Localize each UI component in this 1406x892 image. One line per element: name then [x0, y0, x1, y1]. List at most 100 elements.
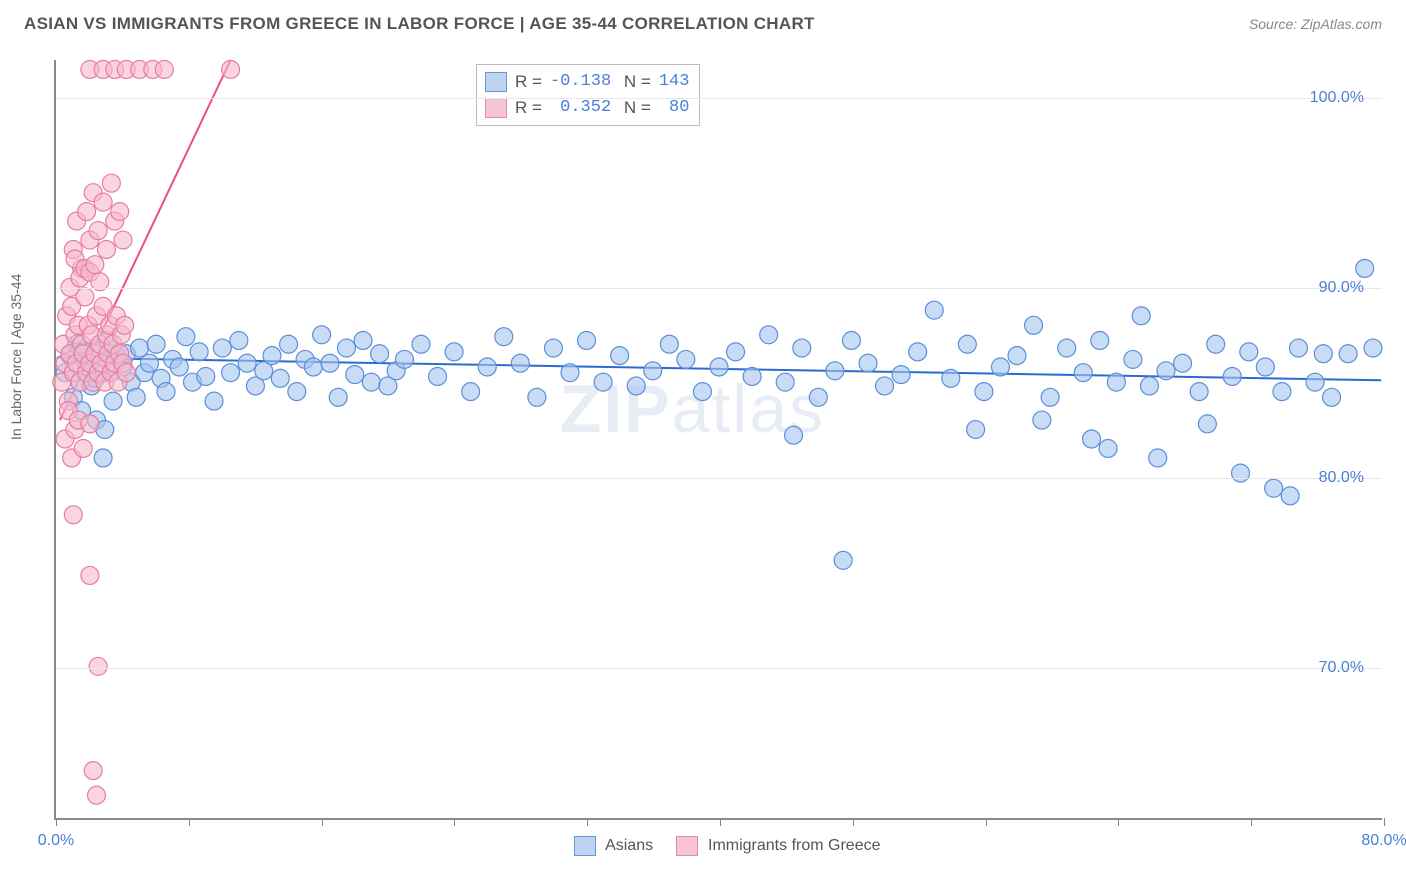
legend-label-1: Asians — [605, 837, 653, 854]
data-point — [114, 231, 132, 249]
data-point — [1190, 383, 1208, 401]
legend-swatch-1 — [574, 836, 596, 856]
gridline — [56, 288, 1382, 289]
data-point — [338, 339, 356, 357]
chart-header: ASIAN VS IMMIGRANTS FROM GREECE IN LABOR… — [0, 0, 1406, 44]
bottom-legend: Asians Immigrants from Greece — [54, 836, 1382, 856]
data-point — [785, 426, 803, 444]
data-point — [975, 383, 993, 401]
chart-source: Source: ZipAtlas.com — [1249, 16, 1382, 32]
plot-area: ZIPatlas R = -0.138 N = 143 R = 0.352 N … — [54, 60, 1382, 820]
x-tick — [986, 818, 987, 826]
data-point — [462, 383, 480, 401]
x-tick — [1384, 818, 1385, 826]
data-point — [81, 566, 99, 584]
data-point — [511, 354, 529, 372]
data-point — [842, 331, 860, 349]
data-point — [834, 551, 852, 569]
data-point — [859, 354, 877, 372]
data-point — [238, 354, 256, 372]
legend-label-2: Immigrants from Greece — [708, 837, 880, 854]
data-point — [84, 762, 102, 780]
data-point — [660, 335, 678, 353]
data-point — [809, 388, 827, 406]
data-point — [1364, 339, 1382, 357]
data-point — [88, 786, 106, 804]
data-point — [263, 347, 281, 365]
data-point — [528, 388, 546, 406]
x-tick — [1251, 818, 1252, 826]
data-point — [1025, 316, 1043, 334]
data-point — [89, 657, 107, 675]
data-point — [1008, 347, 1026, 365]
data-point — [94, 193, 112, 211]
x-tick — [189, 818, 190, 826]
x-tick — [454, 818, 455, 826]
data-point — [727, 343, 745, 361]
data-point — [1232, 464, 1250, 482]
data-point — [362, 373, 380, 391]
data-point — [967, 421, 985, 439]
data-point — [1099, 439, 1117, 457]
x-tick — [56, 818, 57, 826]
r-value-1: -0.138 — [550, 69, 611, 95]
y-tick-label: 100.0% — [1310, 89, 1364, 107]
data-point — [140, 354, 158, 372]
data-point — [1207, 335, 1225, 353]
swatch-series-1 — [485, 72, 507, 92]
data-point — [280, 335, 298, 353]
data-point — [611, 347, 629, 365]
data-point — [1339, 345, 1357, 363]
data-point — [131, 339, 149, 357]
gridline — [56, 98, 1382, 99]
data-point — [1149, 449, 1167, 467]
data-point — [1107, 373, 1125, 391]
legend-swatch-2 — [676, 836, 698, 856]
data-point — [594, 373, 612, 391]
data-point — [127, 388, 145, 406]
data-point — [371, 345, 389, 363]
data-point — [117, 364, 135, 382]
data-point — [64, 506, 82, 524]
data-point — [991, 358, 1009, 376]
data-point — [826, 362, 844, 380]
data-point — [909, 343, 927, 361]
data-point — [170, 358, 188, 376]
r-label: R = — [515, 69, 542, 95]
data-point — [760, 326, 778, 344]
data-point — [321, 354, 339, 372]
data-point — [1306, 373, 1324, 391]
data-point — [693, 383, 711, 401]
data-point — [1240, 343, 1258, 361]
data-point — [892, 366, 910, 384]
data-point — [157, 383, 175, 401]
data-point — [429, 367, 447, 385]
data-point — [94, 449, 112, 467]
data-point — [304, 358, 322, 376]
data-point — [1124, 350, 1142, 368]
data-point — [329, 388, 347, 406]
data-point — [271, 369, 289, 387]
data-point — [1132, 307, 1150, 325]
data-point — [74, 439, 92, 457]
data-point — [644, 362, 662, 380]
data-point — [354, 331, 372, 349]
data-point — [677, 350, 695, 368]
x-tick — [1118, 818, 1119, 826]
data-point — [958, 335, 976, 353]
data-point — [1314, 345, 1332, 363]
y-axis-label: In Labor Force | Age 35-44 — [8, 274, 24, 440]
data-point — [1289, 339, 1307, 357]
data-point — [743, 367, 761, 385]
data-point — [155, 60, 173, 78]
stats-row-1: R = -0.138 N = 143 — [485, 69, 689, 95]
data-point — [222, 60, 240, 78]
n-value-1: 143 — [659, 69, 690, 95]
data-point — [104, 392, 122, 410]
y-tick-label: 80.0% — [1319, 469, 1364, 487]
gridline — [56, 668, 1382, 669]
data-point — [78, 203, 96, 221]
data-point — [876, 377, 894, 395]
x-tick — [322, 818, 323, 826]
data-point — [190, 343, 208, 361]
